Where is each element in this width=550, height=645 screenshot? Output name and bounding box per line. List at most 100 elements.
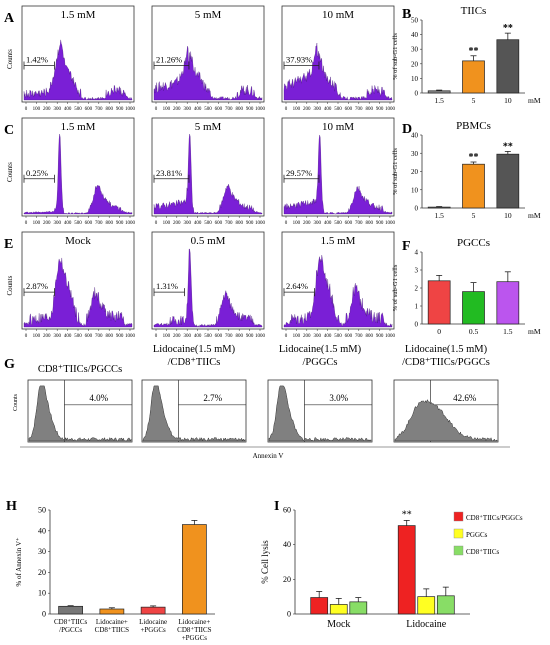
panel-i-grouped-bar-chart: I 0 20 40 60 % Cell lysis Mock ** Lidocaine CD8⁺T… [260,499,523,630]
x-tick-label: 200 [173,107,181,112]
significance-marker: ** [402,509,412,520]
histogram-title: 5 mM [195,121,222,133]
y-tick-label: 20 [411,60,419,68]
x-tick-label: 1000 [125,107,136,112]
x-category-label: CD8⁺TIICs [54,618,88,626]
y-tick-label: 10 [411,75,419,83]
sub-g1-percentage: 2.87% [26,281,48,291]
y-tick-label: 30 [411,46,419,54]
histogram-area [283,255,393,328]
flow-plot-title: /CD8⁺TIICs/PGGCs [402,357,490,368]
x-tick-label: 0 [25,334,28,339]
histogram-area [153,133,263,215]
y-tick-label: 30 [38,547,46,556]
bar [427,280,451,325]
x-tick-label: 700 [225,107,233,112]
y-tick-label: 0 [287,610,291,619]
x-tick-label: 700 [225,334,233,339]
bar [99,608,125,615]
sub-g1-percentage: 2.64% [286,281,308,291]
flow-plot: Lidocaine(1.5 mM) /CD8⁺TIICs 2.7% [141,344,247,443]
x-tick-label: 400 [194,334,202,339]
x-tick-label: 200 [43,221,51,226]
x-tick-label: 100 [163,107,171,112]
bar [427,206,451,209]
x-tick-label: 100 [33,334,41,339]
x-category-label: 5 [472,211,476,220]
flow-plot-title: /PGGCs [302,357,337,368]
panel-letter: I [274,499,279,514]
x-tick-label: 600 [85,107,93,112]
bar [462,163,485,209]
x-category-label: Lidocaine+ [178,618,210,626]
y-axis-label: % of sub-G1 cells [392,33,399,80]
bar [140,606,166,615]
histogram-plot: 0.5 mM 1.31% 0 100 200 300 400 500 600 700 800 900 1… [151,231,266,339]
plot-frame [21,117,135,217]
histogram-area [153,248,263,328]
x-tick-label: 300 [183,107,191,112]
x-tick-label: 600 [85,221,93,226]
x-tick-label: 800 [365,334,373,339]
x-tick-label: 400 [64,334,72,339]
plot-frame [281,231,395,330]
x-tick-label: 1000 [385,107,396,112]
x-tick-label: 500 [334,107,342,112]
y-tick-label: 40 [283,540,291,549]
x-tick-label: 800 [105,221,113,226]
panel-letter: C [4,123,14,138]
sub-g1-percentage: 23.81% [156,168,182,178]
x-tick-label: 900 [246,334,254,339]
significance-marker: ** [503,23,513,34]
x-category-label: 10 [504,211,512,220]
y-tick-label: 40 [38,526,46,535]
y-axis-label: Counts [6,275,14,295]
x-tick-label: 300 [313,221,321,226]
annexin-histogram [268,385,372,442]
histogram-plot: 1.5 mM 1.42% 0 100 200 300 400 500 600 700 800 900 1… [21,5,136,112]
x-tick-label: 900 [116,107,124,112]
histogram-title: 10 mM [322,9,354,21]
x-tick-label: 100 [163,334,171,339]
x-tick-label: 500 [334,334,342,339]
flow-plot: CD8⁺TIICs/PGCCs 4.0% [27,364,133,443]
significance-marker: ** [503,141,513,152]
y-tick-label: 2 [415,285,419,293]
bar [58,605,83,615]
x-tick-label: 0 [155,221,158,226]
y-tick-label: 50 [38,506,46,515]
x-tick-label: 500 [334,221,342,226]
x-tick-label: 1000 [125,221,136,226]
x-tick-label: 100 [33,221,41,226]
bar [397,525,416,615]
legend-swatch [453,545,464,556]
bar [436,595,455,615]
sub-g1-percentage: 1.31% [156,281,178,291]
x-tick-label: 700 [225,221,233,226]
x-tick-label: 600 [215,221,223,226]
x-tick-label: 1000 [255,107,266,112]
annexin-positive-percentage: 2.7% [203,393,222,403]
x-tick-label: 200 [173,221,181,226]
y-tick-label: 20 [38,568,46,577]
annexin-histogram [142,385,246,442]
x-tick-label: 300 [53,107,61,112]
flow-plot: Lidocaine(1.5 mM) /CD8⁺TIICs/PGGCs 42.6% [393,344,499,443]
sub-g1-percentage: 37.93% [286,55,312,65]
x-category-label: Lidocaine+ [96,618,128,626]
chart-title: PBMCs [456,120,491,132]
x-tick-label: 100 [293,221,301,226]
x-category-label: +PGGCs [182,634,208,642]
x-tick-label: 300 [53,334,61,339]
x-tick-label: 400 [324,334,332,339]
flow-plot-title: CD8⁺TIICs/PGCCs [38,364,122,375]
histogram-title: 1.5 mM [321,235,356,247]
x-tick-label: 0 [285,107,288,112]
x-unit-label: mM [528,327,541,336]
x-tick-label: 700 [95,221,103,226]
significance-marker: ** [469,152,479,163]
plot-frame [151,117,265,217]
y-tick-label: 10 [38,589,46,598]
panel-h-bar-chart: H 0 10 20 30 40 50 % of Annexin V⁺ CD8⁺TIICs/PGC… [6,499,215,642]
